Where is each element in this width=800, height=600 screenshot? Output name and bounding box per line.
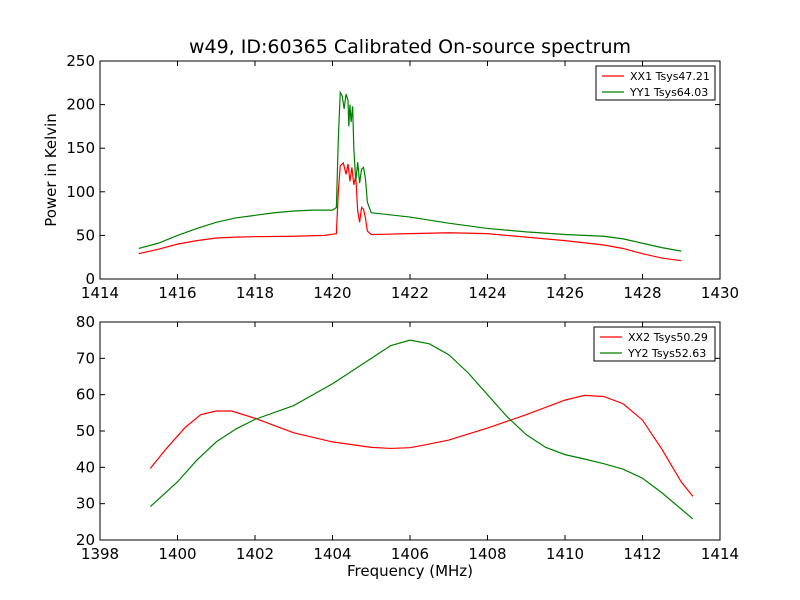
y-tick-label: 200: [66, 96, 95, 114]
y-axis-ticks: 0 50 100 150 200 250: [66, 52, 720, 288]
legend-entry: XX1 Tsys47.21: [630, 70, 710, 83]
y-tick-label: 100: [66, 183, 95, 201]
bottom-panel: 1398 1400 1402 1404 1406 1408 1410 1412 1414 20 30…: [76, 313, 739, 580]
x-tick-label: 1408: [468, 545, 506, 563]
series-line-xx: [138, 161, 682, 262]
y-axis-label: Power in Kelvin: [42, 113, 60, 227]
x-tick-label: 1414: [81, 284, 119, 302]
legend: XX1 Tsys47.21 YY1 Tsys64.03: [595, 65, 716, 101]
y-tick-label: 70: [76, 349, 95, 367]
x-tick-label: 1424: [468, 284, 506, 302]
x-tick-label: 1428: [623, 284, 661, 302]
legend-box: [595, 65, 716, 101]
x-tick-label: 1420: [313, 284, 351, 302]
series-lines: [138, 90, 682, 262]
x-axis-ticks: 1414 1416 1418 1420 1422 1424 1426 1428 1430: [81, 61, 739, 302]
series-line-xx: [149, 394, 694, 497]
y-tick-label: 50: [76, 422, 95, 440]
x-tick-label: 1418: [236, 284, 274, 302]
series-line-yy: [138, 90, 682, 252]
x-tick-label: 1426: [546, 284, 584, 302]
top-panel: 1414 1416 1418 1420 1422 1424 1426 1428 14300501…: [42, 52, 739, 302]
x-tick-label: 1404: [313, 545, 351, 563]
y-tick-label: 30: [76, 495, 95, 513]
x-tick-label: 1412: [623, 545, 661, 563]
x-tick-label: 1416: [158, 284, 196, 302]
x-tick-label: 1406: [391, 545, 429, 563]
y-tick-label: 250: [66, 52, 95, 70]
series-line-yy: [149, 339, 694, 520]
y-tick-label: 40: [76, 458, 95, 476]
y-tick-label: 60: [76, 386, 95, 404]
x-tick-label: 1410: [546, 545, 584, 563]
x-tick-label: 1430: [701, 284, 739, 302]
legend-entry: YY1 Tsys64.03: [629, 86, 708, 99]
x-tick-label: 1400: [158, 545, 196, 563]
y-tick-label: 0: [85, 270, 95, 288]
legend: XX2 Tsys50.29 YY2 Tsys52.63: [593, 326, 716, 362]
series-lines: [149, 339, 694, 520]
legend-entry: YY2 Tsys52.63: [627, 347, 706, 360]
y-axis-ticks: 20 30 40 50 60 70 80: [76, 313, 720, 549]
x-tick-label: 1414: [701, 545, 739, 563]
legend-box: [593, 326, 716, 362]
legend-entry: XX2 Tsys50.29: [628, 331, 708, 344]
figure-title: w49, ID:60365 Calibrated On-source spect…: [189, 36, 631, 58]
y-tick-label: 20: [76, 531, 95, 549]
x-tick-label: 1398: [81, 545, 119, 563]
y-tick-label: 150: [66, 139, 95, 157]
x-tick-label: 1402: [236, 545, 274, 563]
x-tick-label: 1422: [391, 284, 429, 302]
y-tick-label: 50: [76, 226, 95, 244]
y-tick-label: 80: [76, 313, 95, 331]
x-axis-ticks: 1398 1400 1402 1404 1406 1408 1410 1412 1414: [81, 322, 739, 563]
x-axis-label: Frequency (MHz): [347, 562, 473, 580]
